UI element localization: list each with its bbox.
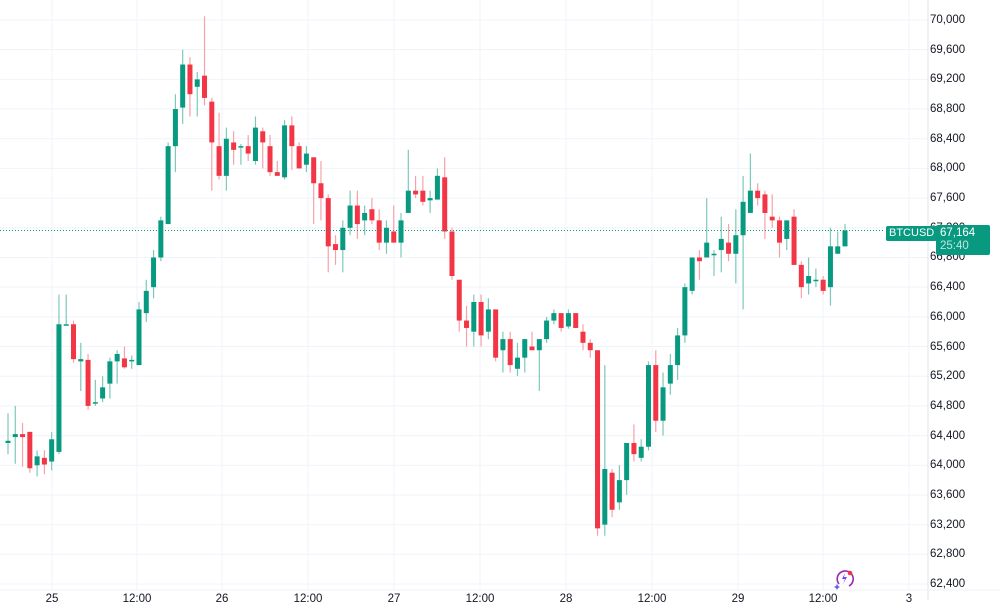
price-tick-label: 64,400 bbox=[930, 429, 966, 442]
price-tick-label: 68,400 bbox=[930, 132, 966, 145]
candles bbox=[5, 16, 848, 536]
price-tick-label: 68,000 bbox=[930, 162, 966, 175]
price-tick-label: 66,400 bbox=[930, 281, 966, 294]
time-tick-label: 25 bbox=[45, 593, 59, 605]
time-tick-label: 12:00 bbox=[465, 593, 495, 605]
time-tick-label: 12:00 bbox=[808, 593, 838, 605]
symbol-price-tag: BTCUSD bbox=[886, 226, 938, 241]
price-tick-label: 68,800 bbox=[930, 103, 966, 116]
last-price-tag: 67,164 25:40 bbox=[936, 225, 990, 255]
price-tick-label: 66,000 bbox=[930, 310, 966, 323]
price-tick-label: 63,600 bbox=[930, 488, 966, 501]
bar-countdown: 25:40 bbox=[940, 240, 969, 252]
last-price-value: 67,164 bbox=[940, 227, 976, 239]
price-tick-label: 69,600 bbox=[930, 43, 966, 56]
price-tick-label: 69,200 bbox=[930, 73, 966, 86]
time-tick-label: 28 bbox=[559, 593, 573, 605]
price-tick-label: 67,600 bbox=[930, 192, 966, 205]
time-tick-label: 29 bbox=[731, 593, 745, 605]
price-tick-label: 65,600 bbox=[930, 340, 966, 353]
price-tick-label: 62,400 bbox=[930, 577, 966, 590]
price-tick-label: 70,000 bbox=[930, 14, 966, 26]
ai-sparkle-icon[interactable] bbox=[832, 567, 856, 591]
time-tick-label: 12:00 bbox=[637, 593, 667, 605]
time-tick-label: 27 bbox=[387, 593, 401, 605]
time-tick-label: 3 bbox=[905, 593, 913, 605]
price-tick-label: 65,200 bbox=[930, 370, 966, 383]
price-tick-label: 63,200 bbox=[930, 518, 966, 531]
time-tick-label: 26 bbox=[215, 593, 229, 605]
price-tick-label: 64,000 bbox=[930, 459, 966, 472]
price-tick-label: 62,800 bbox=[930, 548, 966, 561]
price-tick-label: 64,800 bbox=[930, 399, 966, 412]
time-tick-label: 12:00 bbox=[122, 593, 152, 605]
time-tick-label: 12:00 bbox=[293, 593, 323, 605]
